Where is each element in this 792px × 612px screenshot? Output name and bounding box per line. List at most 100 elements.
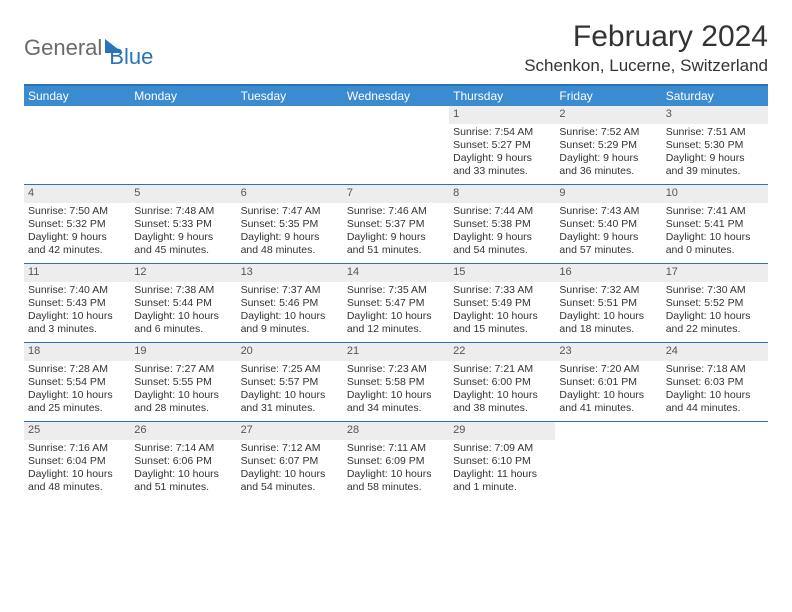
sunrise-label: Sunrise: 7:37 AM xyxy=(241,284,339,297)
week-row: 4Sunrise: 7:50 AMSunset: 5:32 PMDaylight… xyxy=(24,185,768,264)
sunset-label: Sunset: 6:06 PM xyxy=(134,455,232,468)
day-cell: 24Sunrise: 7:18 AMSunset: 6:03 PMDayligh… xyxy=(662,343,768,421)
day-number: 24 xyxy=(662,343,768,361)
day-details: Sunrise: 7:23 AMSunset: 5:58 PMDaylight:… xyxy=(343,363,449,420)
sunrise-label: Sunrise: 7:20 AM xyxy=(559,363,657,376)
day-cell: 20 Sunrise: 7:25 AMSunset: 5:57 PMDayligh… xyxy=(237,343,343,421)
sunrise-label: Sunrise: 7:41 AM xyxy=(666,205,764,218)
sunset-label: Sunset: 5:49 PM xyxy=(453,297,551,310)
daylight2-label: and 48 minutes. xyxy=(28,481,126,494)
day-details: Sunrise: 7:38 AMSunset: 5:44 PMDaylight:… xyxy=(130,284,236,341)
day-number: 26 xyxy=(130,422,236,440)
logo-text-blue: Blue xyxy=(109,44,153,70)
day-number: 1 xyxy=(449,106,555,124)
day-cell: 10Sunrise: 7:41 AMSunset: 5:41 PMDayligh… xyxy=(662,185,768,263)
day-details: Sunrise: 7:32 AMSunset: 5:51 PMDaylight:… xyxy=(555,284,661,341)
day-number: 9 xyxy=(555,185,661,203)
sunset-label: Sunset: 5:47 PM xyxy=(347,297,445,310)
day-details: Sunrise: 7:44 AMSunset: 5:38 PMDaylight:… xyxy=(449,205,555,262)
day-number: 28 xyxy=(343,422,449,440)
day-details: Sunrise: 7:30 AMSunset: 5:52 PMDaylight:… xyxy=(662,284,768,341)
sunrise-label: Sunrise: 7:23 AM xyxy=(347,363,445,376)
dow-sunday: Sunday xyxy=(24,86,130,106)
day-number: 19 xyxy=(130,343,236,361)
day-cell: 1 Sunrise: 7:54 AMSunset: 5:27 PMDaylight… xyxy=(449,106,555,184)
daylight1-label: Daylight: 10 hours xyxy=(241,389,339,402)
day-details: Sunrise: 7:25 AMSunset: 5:57 PMDaylight:… xyxy=(237,363,343,420)
title-block: February 2024 Schenkon, Lucerne, Switzer… xyxy=(524,20,768,76)
day-details: Sunrise: 7:28 AMSunset: 5:54 PMDaylight:… xyxy=(24,363,130,420)
calendar: Sunday Monday Tuesday Wednesday Thursday… xyxy=(24,84,768,500)
sunrise-label: Sunrise: 7:14 AM xyxy=(134,442,232,455)
day-cell: 16Sunrise: 7:32 AMSunset: 5:51 PMDayligh… xyxy=(555,264,661,342)
sunset-label: Sunset: 5:58 PM xyxy=(347,376,445,389)
sunrise-label: Sunrise: 7:30 AM xyxy=(666,284,764,297)
sunset-label: Sunset: 6:04 PM xyxy=(28,455,126,468)
day-cell xyxy=(130,106,236,184)
daylight2-label: and 57 minutes. xyxy=(559,244,657,257)
daylight1-label: Daylight: 9 hours xyxy=(559,152,657,165)
day-cell xyxy=(555,422,661,500)
day-cell: 14Sunrise: 7:35 AMSunset: 5:47 PMDayligh… xyxy=(343,264,449,342)
daylight1-label: Daylight: 10 hours xyxy=(347,468,445,481)
day-cell: 7Sunrise: 7:46 AMSunset: 5:37 PMDaylight… xyxy=(343,185,449,263)
day-cell: 5Sunrise: 7:48 AMSunset: 5:33 PMDaylight… xyxy=(130,185,236,263)
daylight2-label: and 58 minutes. xyxy=(347,481,445,494)
day-details: Sunrise: 7:37 AMSunset: 5:46 PMDaylight:… xyxy=(237,284,343,341)
day-details: Sunrise: 7:12 AMSunset: 6:07 PMDaylight:… xyxy=(237,442,343,499)
sunrise-label: Sunrise: 7:33 AM xyxy=(453,284,551,297)
sunset-label: Sunset: 6:03 PM xyxy=(666,376,764,389)
day-cell: 11 Sunrise: 7:40 AMSunset: 5:43 PMDayligh… xyxy=(24,264,130,342)
dow-tuesday: Tuesday xyxy=(237,86,343,106)
logo: General Blue xyxy=(24,20,153,70)
daylight2-label: and 41 minutes. xyxy=(559,402,657,415)
day-details: Sunrise: 7:54 AMSunset: 5:27 PMDaylight:… xyxy=(449,126,555,183)
sunset-label: Sunset: 6:00 PM xyxy=(453,376,551,389)
day-details: Sunrise: 7:52 AMSunset: 5:29 PMDaylight:… xyxy=(555,126,661,183)
day-details: Sunrise: 7:40 AMSunset: 5:43 PMDaylight:… xyxy=(24,284,130,341)
dow-friday: Friday xyxy=(555,86,661,106)
day-cell: 15Sunrise: 7:33 AMSunset: 5:49 PMDayligh… xyxy=(449,264,555,342)
sunrise-label: Sunrise: 7:46 AM xyxy=(347,205,445,218)
daylight2-label: and 42 minutes. xyxy=(28,244,126,257)
day-details: Sunrise: 7:21 AMSunset: 6:00 PMDaylight:… xyxy=(449,363,555,420)
sunrise-label: Sunrise: 7:50 AM xyxy=(28,205,126,218)
daylight2-label: and 36 minutes. xyxy=(559,165,657,178)
daylight2-label: and 38 minutes. xyxy=(453,402,551,415)
sunset-label: Sunset: 5:32 PM xyxy=(28,218,126,231)
sunset-label: Sunset: 5:37 PM xyxy=(347,218,445,231)
sunrise-label: Sunrise: 7:44 AM xyxy=(453,205,551,218)
daylight1-label: Daylight: 10 hours xyxy=(666,231,764,244)
daylight1-label: Daylight: 9 hours xyxy=(28,231,126,244)
sunset-label: Sunset: 5:35 PM xyxy=(241,218,339,231)
dow-saturday: Saturday xyxy=(662,86,768,106)
daylight2-label: and 51 minutes. xyxy=(347,244,445,257)
daylight1-label: Daylight: 10 hours xyxy=(28,310,126,323)
daylight1-label: Daylight: 9 hours xyxy=(453,152,551,165)
daylight1-label: Daylight: 10 hours xyxy=(134,389,232,402)
day-number: 20 xyxy=(237,343,343,361)
sunset-label: Sunset: 5:40 PM xyxy=(559,218,657,231)
sunset-label: Sunset: 5:33 PM xyxy=(134,218,232,231)
sunrise-label: Sunrise: 7:40 AM xyxy=(28,284,126,297)
day-number: 23 xyxy=(555,343,661,361)
day-cell: 21Sunrise: 7:23 AMSunset: 5:58 PMDayligh… xyxy=(343,343,449,421)
day-details: Sunrise: 7:20 AMSunset: 6:01 PMDaylight:… xyxy=(555,363,661,420)
day-cell: 13Sunrise: 7:37 AMSunset: 5:46 PMDayligh… xyxy=(237,264,343,342)
day-number: 14 xyxy=(343,264,449,282)
sunrise-label: Sunrise: 7:18 AM xyxy=(666,363,764,376)
day-number: 11 xyxy=(24,264,130,282)
sunset-label: Sunset: 6:07 PM xyxy=(241,455,339,468)
sunrise-label: Sunrise: 7:52 AM xyxy=(559,126,657,139)
dow-wednesday: Wednesday xyxy=(343,86,449,106)
day-details: Sunrise: 7:51 AMSunset: 5:30 PMDaylight:… xyxy=(662,126,768,183)
sunset-label: Sunset: 6:10 PM xyxy=(453,455,551,468)
daylight2-label: and 54 minutes. xyxy=(241,481,339,494)
day-cell: 19Sunrise: 7:27 AMSunset: 5:55 PMDayligh… xyxy=(130,343,236,421)
daylight1-label: Daylight: 10 hours xyxy=(241,468,339,481)
daylight2-label: and 0 minutes. xyxy=(666,244,764,257)
daylight2-label: and 54 minutes. xyxy=(453,244,551,257)
day-number: 3 xyxy=(662,106,768,124)
daylight2-label: and 51 minutes. xyxy=(134,481,232,494)
day-details: Sunrise: 7:14 AMSunset: 6:06 PMDaylight:… xyxy=(130,442,236,499)
